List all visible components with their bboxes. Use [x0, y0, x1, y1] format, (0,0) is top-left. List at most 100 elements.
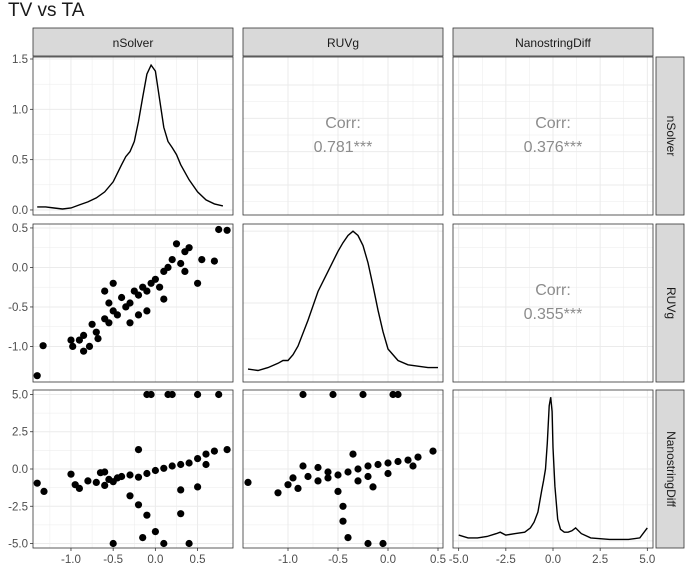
scatter-point	[429, 447, 437, 455]
strip-row-label-NanostringDiff: NanostringDiff	[664, 431, 678, 507]
x-tick-label: 0.0	[147, 554, 163, 565]
scatter-point	[92, 478, 100, 486]
y-tick-label: 0.0	[12, 262, 28, 274]
density-line-RUVg	[247, 230, 438, 372]
scatter-point	[314, 477, 322, 485]
panel-NanostringDiff-RUVg-gridlines	[243, 390, 443, 548]
strip-col-RUVg	[242, 27, 444, 57]
scatter-point	[324, 468, 332, 476]
scatter-point	[384, 469, 392, 478]
scatter-point	[126, 492, 134, 500]
scatter-point	[314, 463, 322, 472]
scatter-point	[364, 472, 372, 481]
panel-NanostringDiff-NanostringDiff-gridlines	[453, 390, 653, 548]
chart-title: TV vs TA	[8, 0, 85, 21]
scatter-point	[168, 462, 176, 470]
scatter-point	[198, 256, 206, 264]
scatter-point	[304, 472, 312, 481]
scatter-point	[94, 335, 102, 343]
scatter-point	[384, 459, 392, 467]
scatter-point	[69, 342, 77, 350]
scatter-point	[339, 517, 347, 525]
panel-RUVg-NanostringDiff-gridlines	[453, 224, 653, 382]
strip-col-label-RUVg: RUVg	[327, 36, 359, 50]
scatter-point	[168, 256, 176, 264]
corr-value: 0.376***	[524, 139, 583, 156]
scatter-point	[143, 307, 151, 315]
scatter-point	[339, 502, 347, 510]
scatter-point	[164, 263, 172, 271]
scatter-point	[168, 390, 176, 399]
scatter-point	[101, 468, 109, 476]
scatter-point	[394, 390, 402, 399]
y-tick-label: -0.5	[8, 302, 28, 314]
scatter-point	[134, 446, 143, 454]
strip-row-label-RUVg: RUVg	[664, 287, 678, 319]
scatter-point	[194, 455, 202, 463]
x-tick-label: 2.5	[592, 554, 608, 565]
scatter-point	[40, 487, 48, 495]
y-tick-label: 1.0	[12, 104, 28, 116]
scatter-point	[139, 534, 147, 542]
strip-col-label-NanostringDiff: NanostringDiff	[515, 36, 591, 50]
scatter-point	[39, 342, 47, 350]
scatter-point	[369, 483, 377, 491]
y-tick-label: 0.0	[12, 464, 28, 476]
y-tick-label: -2.5	[8, 501, 28, 513]
scatter-point	[177, 510, 185, 518]
corr-label: Corr:	[535, 282, 571, 299]
scatter-point	[134, 291, 143, 299]
scatter-point	[143, 469, 151, 478]
scatter-point	[160, 464, 168, 472]
y-tick-label: 2.5	[12, 427, 28, 439]
scatter-point	[329, 390, 337, 399]
scatter-point	[185, 244, 193, 252]
scatter-point	[289, 474, 297, 482]
scatter-point	[156, 283, 164, 291]
scatter-point	[364, 462, 372, 470]
panel-nSolver-RUVg-background	[243, 57, 443, 215]
x-tick-label: -5.0	[449, 554, 469, 565]
scatter-point	[202, 460, 210, 469]
x-tick-label: -1.0	[278, 554, 298, 565]
scatter-point	[244, 478, 252, 486]
y-tick-label: 5.0	[12, 389, 28, 401]
x-tick-label: 0.0	[545, 554, 561, 565]
scatter-point	[134, 311, 143, 319]
x-tick-label: 0.0	[380, 554, 396, 565]
panel-nSolver-RUVg-border	[242, 56, 444, 216]
scatter-point	[118, 472, 126, 481]
scatter-point	[324, 474, 332, 482]
scatter-point	[126, 319, 134, 327]
scatter-point	[359, 390, 367, 399]
panel-RUVg-NanostringDiff-border	[452, 223, 654, 383]
scatter-point	[67, 470, 75, 478]
scatter-point	[185, 539, 193, 548]
scatter-point	[294, 484, 302, 492]
panel-nSolver-NanostringDiff-border	[452, 56, 654, 216]
scatter-point	[84, 477, 92, 485]
scatter-point	[134, 501, 143, 509]
scatter-point	[210, 257, 218, 265]
strip-col-label-nSolver: nSolver	[113, 36, 154, 50]
scatter-point	[389, 390, 397, 399]
panel-nSolver-NanostringDiff-gridlines	[453, 57, 653, 215]
scatter-point	[334, 487, 342, 495]
scatter-point	[101, 287, 109, 295]
strip-col-nSolver	[32, 27, 234, 57]
density-line-nSolver	[37, 63, 224, 210]
panel-nSolver-RUVg-gridlines	[243, 57, 443, 215]
scatter-point	[147, 390, 155, 399]
scatter-point	[404, 456, 412, 464]
scatter-point	[194, 483, 202, 491]
scatter-point	[85, 342, 94, 350]
scatter-point	[67, 336, 75, 344]
scatter-point	[134, 473, 143, 481]
scatter-point	[177, 486, 185, 494]
scatter-point	[80, 347, 88, 355]
scatter-point	[105, 319, 113, 327]
scatter-point	[101, 481, 109, 489]
scatter-point	[364, 539, 372, 548]
scatter-point	[354, 465, 362, 473]
